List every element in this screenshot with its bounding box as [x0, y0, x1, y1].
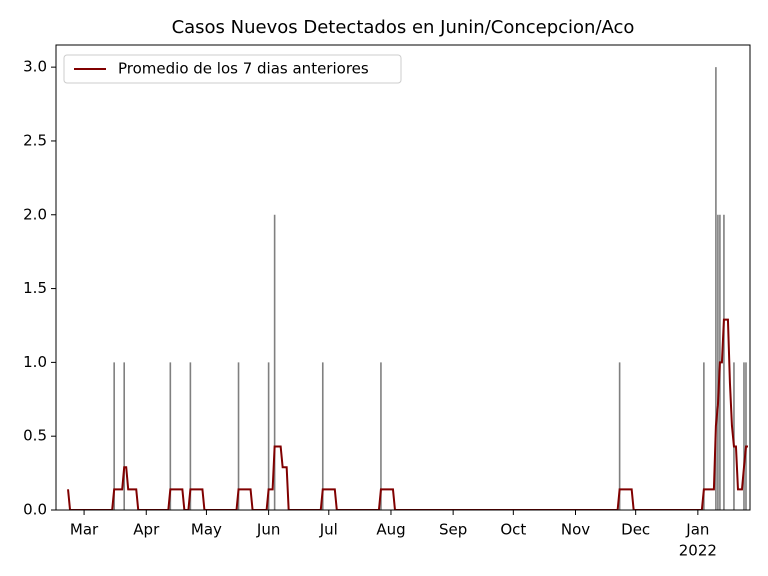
y-tick-label: 2.5 [23, 131, 47, 149]
bar [123, 362, 125, 510]
bar [267, 362, 270, 510]
bar [189, 362, 192, 510]
x-tick-label: Nov [561, 521, 590, 539]
x-tick-label: Apr [133, 521, 160, 539]
y-tick-label: 3.0 [23, 58, 47, 76]
x-tick-sublabel: 2022 [679, 542, 717, 560]
bar [273, 214, 276, 510]
plot [67, 67, 748, 510]
bar [743, 362, 745, 510]
chart-title: Casos Nuevos Detectados en Junin/Concepc… [172, 17, 635, 38]
y-tick-label: 1.5 [23, 279, 47, 297]
bar [237, 362, 240, 510]
bar [169, 362, 172, 510]
y-tick-label: 0.0 [23, 501, 47, 519]
x-tick-label: Oct [500, 521, 526, 539]
bar [380, 362, 382, 510]
bar [717, 214, 719, 510]
bar [715, 67, 717, 510]
x-tick-label: Jan [685, 521, 709, 539]
bar [618, 362, 621, 510]
bar [723, 214, 725, 510]
bar [703, 362, 705, 510]
legend-box [63, 54, 402, 84]
x-tick-label: May [191, 521, 222, 539]
bar [745, 362, 747, 510]
legend-label: Promedio de los 7 dias anteriores [118, 60, 369, 78]
y-tick-label: 0.5 [23, 427, 47, 445]
y-tick-label: 2.0 [23, 205, 47, 223]
x-tick-label: Jun [256, 521, 280, 539]
y-tick-label: 1.0 [23, 353, 47, 371]
bar [113, 362, 115, 510]
bar [321, 362, 324, 510]
x-tick-label: Dec [621, 521, 650, 539]
x-tick-label: Aug [376, 521, 405, 539]
x-tick-label: Sep [439, 521, 467, 539]
x-tick-label: Mar [70, 521, 99, 539]
x-tick-label: Jul [319, 521, 338, 539]
axes-frame [55, 44, 751, 511]
line [67, 318, 748, 510]
